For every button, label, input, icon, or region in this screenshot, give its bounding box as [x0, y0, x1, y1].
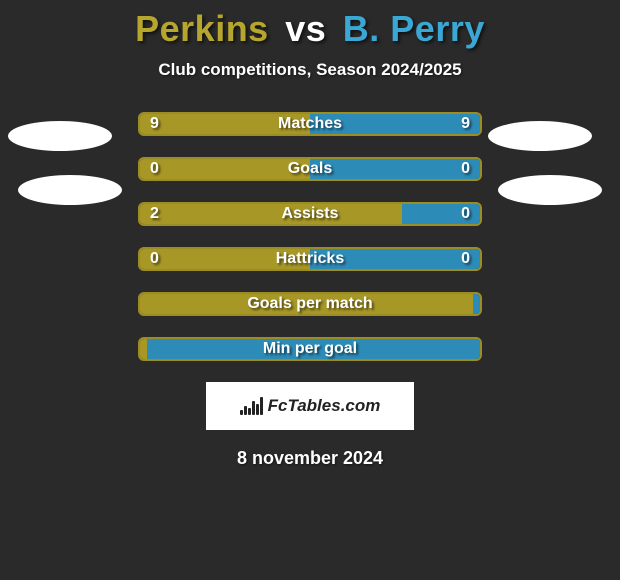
decorative-ellipse	[488, 121, 592, 151]
subtitle: Club competitions, Season 2024/2025	[0, 60, 620, 80]
bar-container	[138, 292, 482, 316]
bar-container	[138, 337, 482, 361]
player2-name: B. Perry	[343, 8, 485, 49]
bar-container	[138, 202, 482, 226]
date-label: 8 november 2024	[0, 448, 620, 469]
bar-right	[402, 204, 480, 224]
stat-row: Goals00	[138, 157, 482, 181]
bar-right	[473, 294, 480, 314]
bar-right	[310, 114, 480, 134]
bar-left	[140, 159, 310, 179]
bar-left	[140, 294, 473, 314]
bar-left	[140, 114, 310, 134]
bar-right	[310, 159, 480, 179]
stat-row: Hattricks00	[138, 247, 482, 271]
vs-label: vs	[285, 8, 326, 49]
stat-row: Assists20	[138, 202, 482, 226]
bar-left	[140, 204, 402, 224]
bar-container	[138, 247, 482, 271]
bar-left	[140, 249, 310, 269]
stat-row: Min per goal	[138, 337, 482, 361]
bar-right	[147, 339, 480, 359]
player1-name: Perkins	[135, 8, 269, 49]
decorative-ellipse	[498, 175, 602, 205]
stat-row: Matches99	[138, 112, 482, 136]
logo-bars-icon	[240, 397, 262, 415]
bar-right	[310, 249, 480, 269]
stat-row: Goals per match	[138, 292, 482, 316]
bar-container	[138, 157, 482, 181]
bar-container	[138, 112, 482, 136]
bar-left	[140, 339, 147, 359]
footer-logo-card: FcTables.com	[206, 382, 414, 430]
footer-logo-text: FcTables.com	[268, 396, 381, 416]
decorative-ellipse	[8, 121, 112, 151]
decorative-ellipse	[18, 175, 122, 205]
page-title: Perkins vs B. Perry	[0, 0, 620, 50]
